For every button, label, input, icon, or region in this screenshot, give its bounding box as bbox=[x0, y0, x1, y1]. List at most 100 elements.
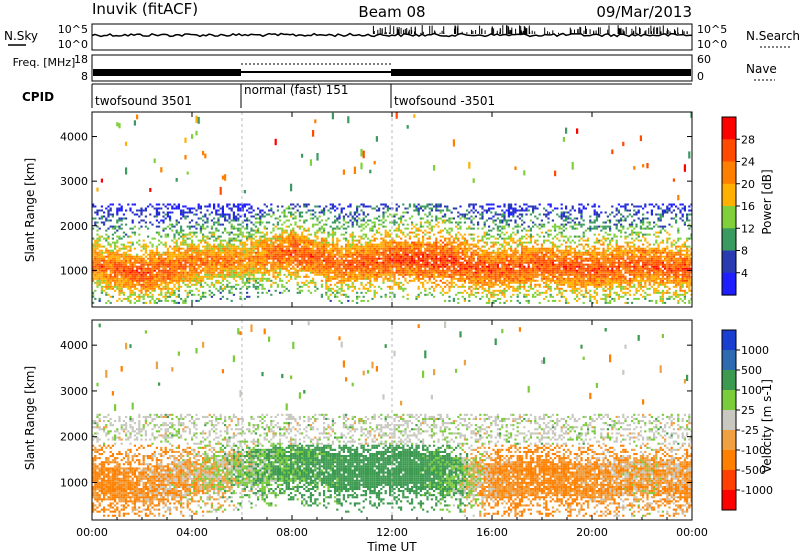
data-cell bbox=[184, 239, 187, 242]
data-cell bbox=[463, 289, 466, 292]
data-cell bbox=[378, 273, 381, 276]
data-cell bbox=[206, 243, 209, 246]
data-cell bbox=[452, 257, 455, 260]
data-cell bbox=[250, 251, 253, 254]
data-cell bbox=[142, 239, 145, 242]
data-cell bbox=[226, 267, 229, 270]
data-cell bbox=[389, 251, 392, 254]
data-cell bbox=[353, 247, 356, 250]
data-cell bbox=[221, 207, 224, 210]
data-cell bbox=[292, 227, 295, 230]
data-cell bbox=[301, 239, 304, 242]
data-cell bbox=[160, 287, 163, 290]
data-cell bbox=[166, 225, 169, 228]
data-cell bbox=[217, 245, 220, 248]
data-cell bbox=[320, 251, 323, 254]
data-cell bbox=[353, 275, 356, 278]
data-cell bbox=[164, 243, 167, 246]
data-cell bbox=[129, 265, 132, 268]
data-cell bbox=[263, 203, 266, 206]
data-cell bbox=[457, 211, 460, 214]
data-cell bbox=[158, 259, 161, 262]
data-cell bbox=[415, 295, 418, 298]
data-cell bbox=[356, 273, 359, 276]
data-cell bbox=[428, 211, 431, 214]
data-cell bbox=[184, 301, 187, 304]
data-cell bbox=[175, 301, 178, 304]
data-cell bbox=[461, 275, 464, 278]
data-cell bbox=[272, 249, 275, 252]
data-cell bbox=[408, 263, 411, 266]
data-cell bbox=[107, 251, 110, 254]
data-cell bbox=[219, 186, 222, 195]
data-cell bbox=[411, 243, 414, 246]
data-cell bbox=[122, 291, 125, 294]
data-cell bbox=[144, 281, 147, 284]
data-cell bbox=[213, 233, 216, 236]
data-cell bbox=[160, 273, 163, 276]
data-cell bbox=[435, 245, 438, 248]
data-cell bbox=[221, 249, 224, 252]
data-cell bbox=[389, 271, 392, 274]
data-cell bbox=[367, 219, 370, 222]
data-cell bbox=[342, 275, 345, 278]
data-cell bbox=[158, 265, 161, 268]
data-cell bbox=[268, 243, 271, 246]
data-cell bbox=[351, 265, 354, 268]
data-cell bbox=[406, 211, 409, 214]
data-cell bbox=[230, 225, 233, 228]
data-cell bbox=[334, 221, 337, 224]
data-cell bbox=[109, 257, 112, 260]
data-cell bbox=[331, 203, 334, 206]
data-cell bbox=[122, 231, 125, 234]
data-cell bbox=[188, 233, 191, 236]
data-cell bbox=[257, 259, 260, 262]
data-cell bbox=[270, 207, 273, 210]
data-cell bbox=[463, 271, 466, 274]
data-cell bbox=[320, 245, 323, 248]
data-cell bbox=[186, 215, 189, 218]
data-cell bbox=[131, 243, 134, 246]
data-cell bbox=[378, 245, 381, 248]
data-cell bbox=[274, 241, 277, 244]
data-cell bbox=[122, 251, 125, 254]
data-cell bbox=[217, 247, 220, 250]
data-cell bbox=[261, 271, 264, 274]
data-cell bbox=[138, 239, 141, 242]
data-cell bbox=[334, 205, 337, 208]
data-cell bbox=[347, 116, 350, 124]
data-cell bbox=[246, 255, 249, 258]
data-cell bbox=[122, 279, 125, 282]
data-cell bbox=[96, 237, 99, 240]
data-cell bbox=[118, 271, 121, 274]
data-cell bbox=[439, 265, 442, 268]
data-cell bbox=[325, 205, 328, 208]
data-cell bbox=[307, 257, 310, 260]
data-cell bbox=[153, 283, 156, 286]
data-cell bbox=[164, 297, 167, 300]
data-cell bbox=[219, 243, 222, 246]
data-cell bbox=[340, 287, 343, 290]
data-cell bbox=[404, 245, 407, 248]
data-cell bbox=[250, 239, 253, 242]
data-cell bbox=[96, 265, 99, 268]
data-cell bbox=[243, 241, 246, 244]
data-cell bbox=[107, 213, 110, 216]
data-cell bbox=[96, 271, 99, 274]
data-cell bbox=[305, 279, 308, 282]
data-cell bbox=[327, 271, 330, 274]
data-cell bbox=[118, 283, 121, 286]
data-cell bbox=[400, 259, 403, 262]
data-cell bbox=[210, 295, 213, 298]
data-cell bbox=[457, 245, 460, 248]
data-cell bbox=[213, 205, 216, 208]
data-cell bbox=[270, 269, 273, 272]
data-cell bbox=[360, 245, 363, 248]
data-cell bbox=[336, 249, 339, 252]
data-cell bbox=[232, 219, 235, 222]
data-cell bbox=[204, 267, 207, 270]
data-cell bbox=[347, 253, 350, 256]
data-cell bbox=[215, 279, 218, 282]
data-cell bbox=[331, 235, 334, 238]
data-cell bbox=[217, 273, 220, 276]
